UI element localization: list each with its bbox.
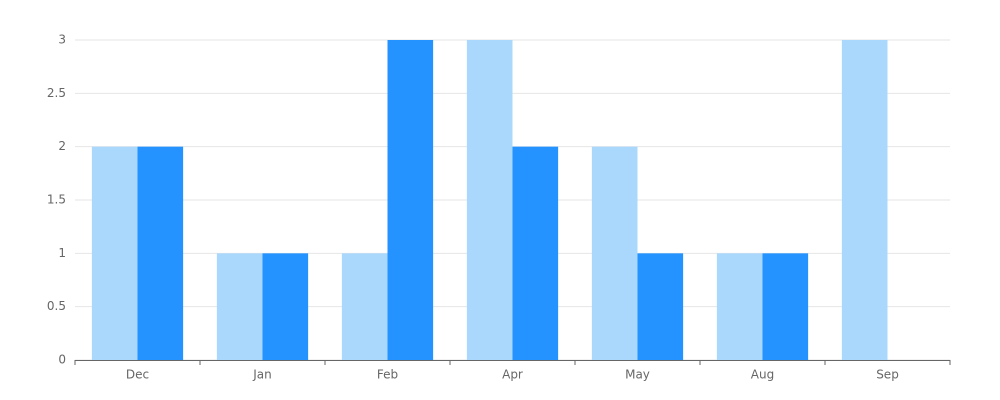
bar bbox=[387, 40, 434, 360]
bar bbox=[716, 253, 763, 360]
x-tick-label: Dec bbox=[126, 368, 149, 382]
bar bbox=[466, 40, 513, 360]
x-tick-label: May bbox=[625, 368, 650, 382]
bar bbox=[762, 253, 809, 360]
x-tick-label: Jan bbox=[252, 368, 272, 382]
bar bbox=[262, 253, 309, 360]
y-tick-label: 1.5 bbox=[47, 193, 66, 207]
bar bbox=[512, 146, 559, 360]
x-tick-label: Aug bbox=[751, 368, 774, 382]
bar bbox=[341, 253, 388, 360]
bar bbox=[841, 40, 888, 360]
y-tick-label: 2.5 bbox=[47, 86, 66, 100]
y-tick-label: 3 bbox=[58, 33, 66, 47]
x-tick-label: Sep bbox=[876, 368, 899, 382]
bar bbox=[216, 253, 263, 360]
bar bbox=[137, 146, 184, 360]
y-tick-label: 0 bbox=[58, 353, 66, 367]
y-tick-label: 1 bbox=[58, 246, 66, 260]
bar bbox=[637, 253, 684, 360]
x-tick-label: Apr bbox=[502, 368, 523, 382]
y-tick-label: 2 bbox=[58, 139, 66, 153]
y-tick-label: 0.5 bbox=[47, 299, 66, 313]
x-tick-label: Feb bbox=[377, 368, 398, 382]
bar bbox=[91, 146, 138, 360]
bar bbox=[591, 146, 638, 360]
